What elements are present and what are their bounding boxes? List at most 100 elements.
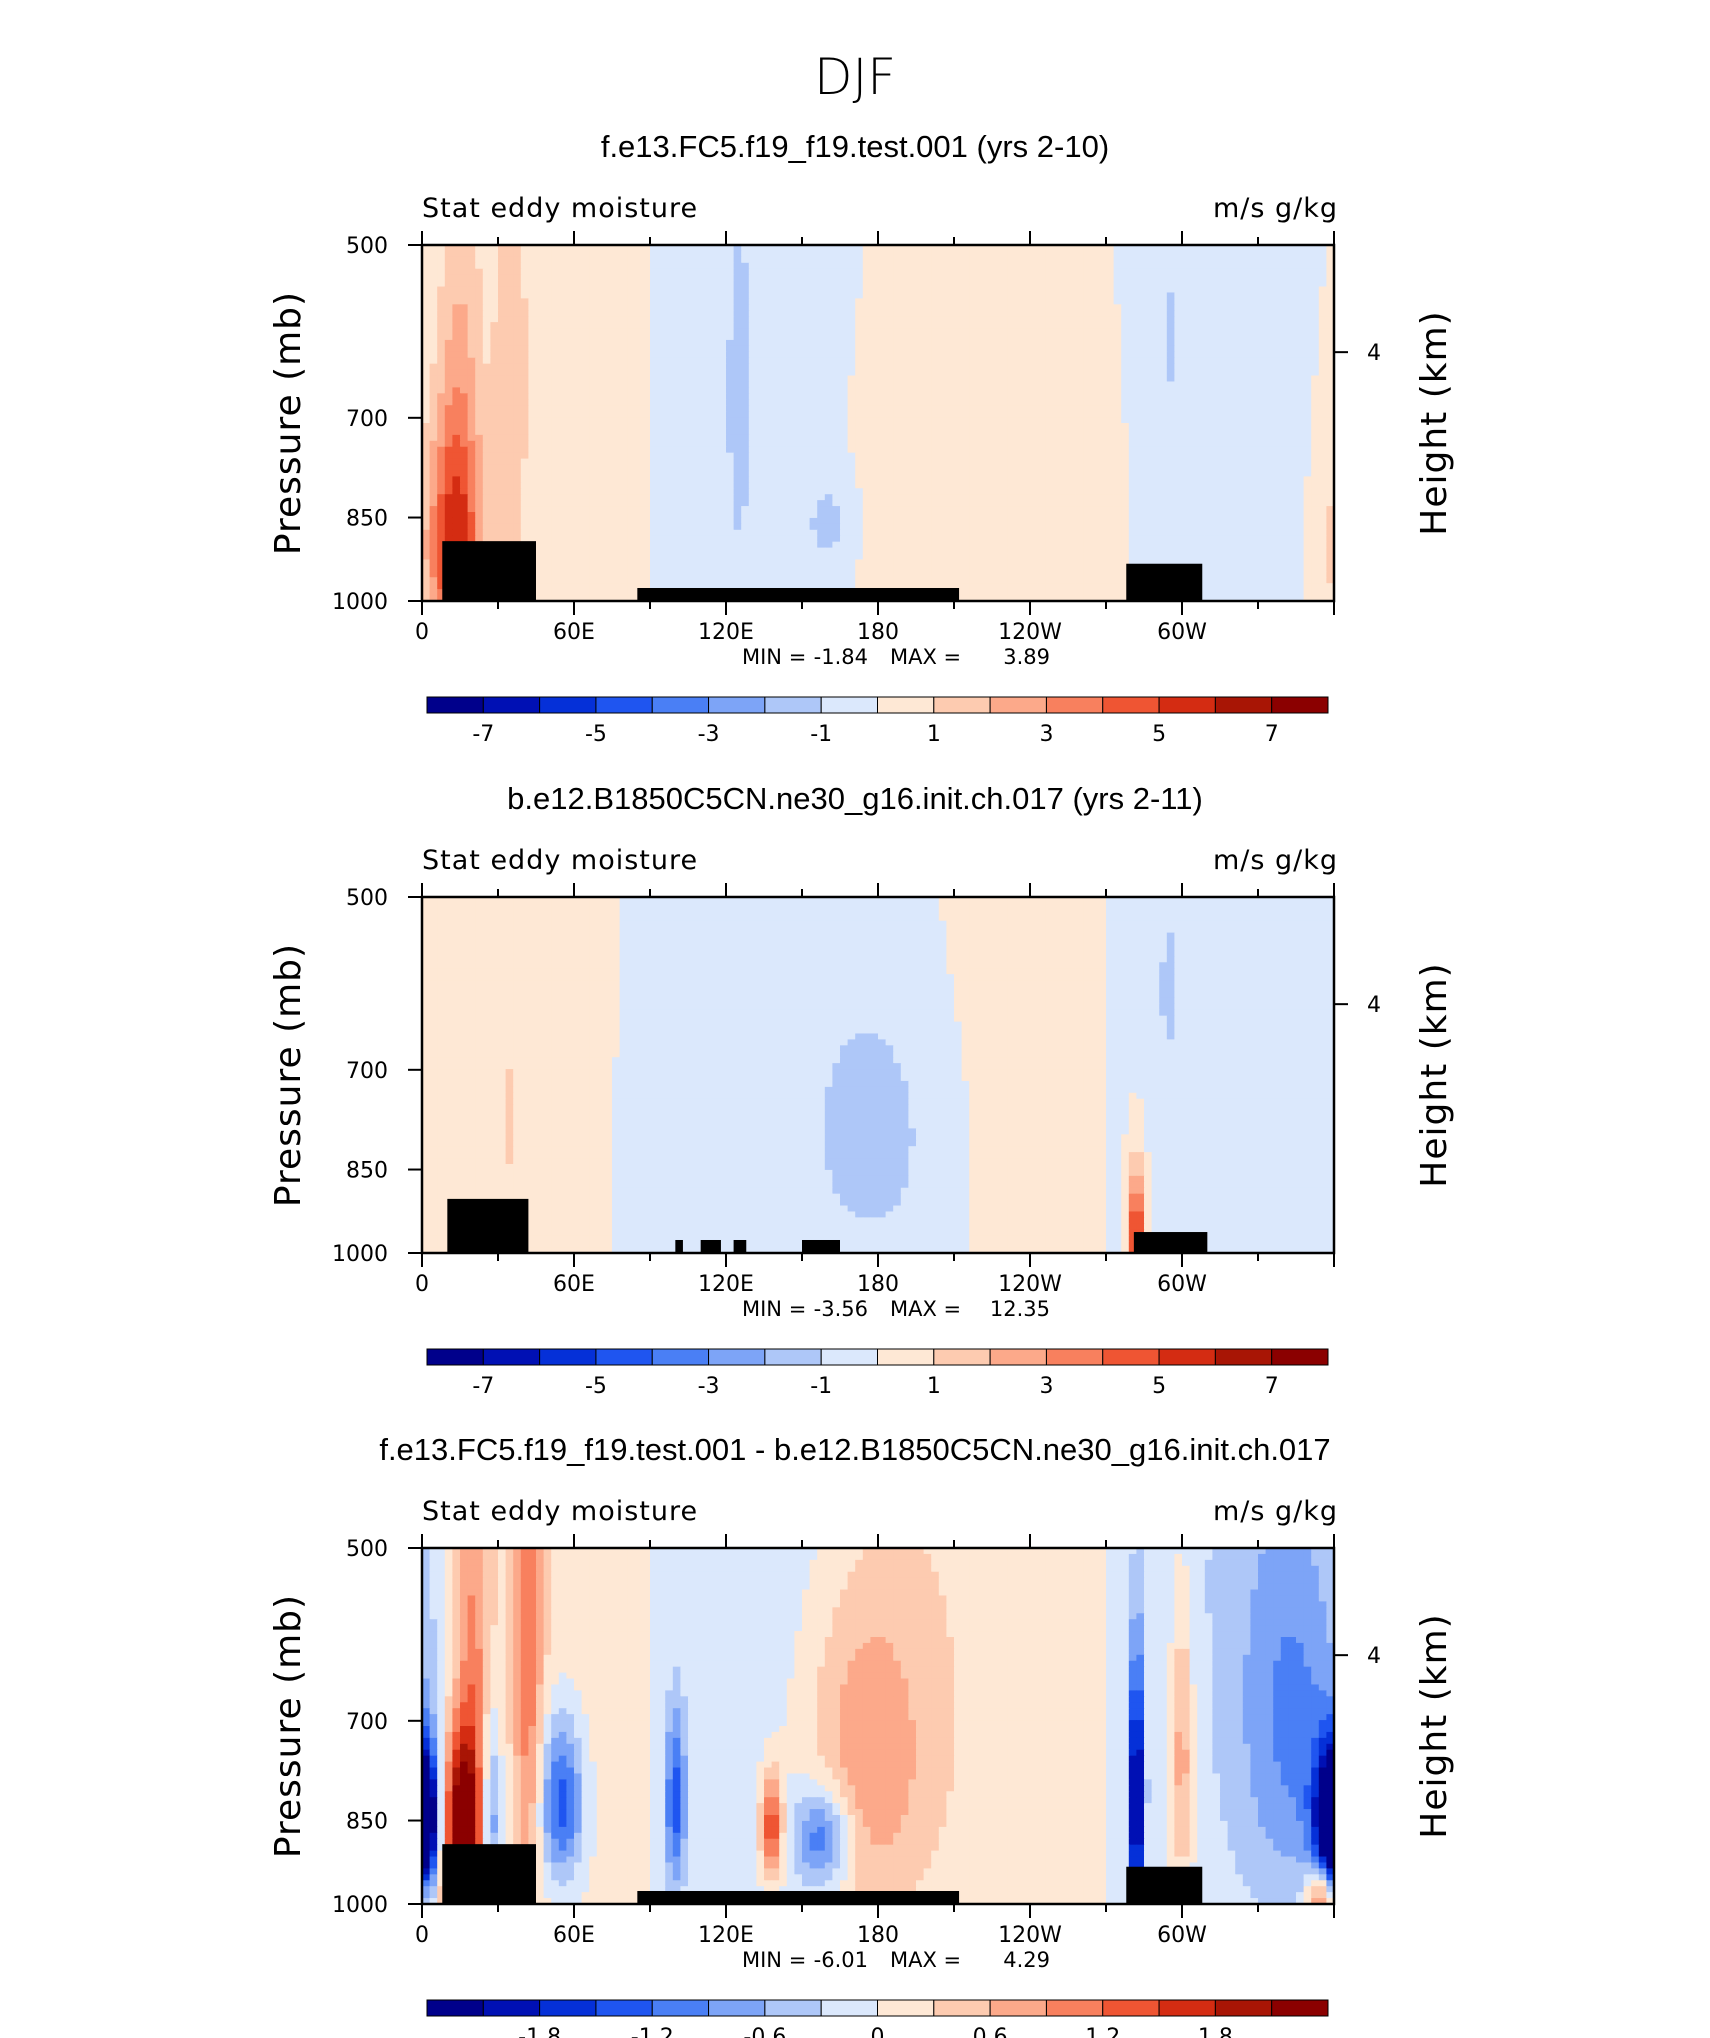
x-tick-label: 180 bbox=[857, 1272, 899, 1297]
y-tick-label: 500 bbox=[346, 1537, 388, 1562]
x-tick-label: 180 bbox=[857, 620, 899, 645]
colorbar-swatch bbox=[596, 1349, 652, 1365]
colorbar-swatch bbox=[878, 1349, 934, 1365]
colorbar-swatch bbox=[765, 1349, 821, 1365]
colorbar-swatch bbox=[821, 1349, 877, 1365]
colorbar-swatch bbox=[483, 697, 539, 713]
colorbar: -7 -5 -3 -1 1 3 5 7 bbox=[427, 1349, 1328, 1399]
colorbar: -1.8 -1.2 -0.6 0 0.6 1.2 1.8 bbox=[427, 2000, 1328, 2038]
colorbar-label: -1.8 bbox=[518, 2025, 561, 2038]
colorbar-swatch bbox=[540, 697, 596, 713]
x-tick-label: 60W bbox=[1157, 1923, 1207, 1948]
y-right-axis-label: Height (km) bbox=[1414, 310, 1455, 535]
units-label: m/s g/kg bbox=[1213, 845, 1338, 876]
y-right-axis-label: Height (km) bbox=[1414, 1613, 1455, 1838]
colorbar-swatch bbox=[1159, 1349, 1215, 1365]
topography-mask bbox=[701, 1240, 721, 1253]
colorbar-swatch bbox=[709, 2000, 765, 2016]
colorbar-label: -1.2 bbox=[631, 2025, 674, 2038]
colorbar-swatch bbox=[427, 2000, 483, 2016]
colorbar-label: 5 bbox=[1152, 722, 1166, 747]
x-tick-label: 60W bbox=[1157, 620, 1207, 645]
colorbar-swatch bbox=[652, 1349, 708, 1365]
colorbar: -7 -5 -3 -1 1 3 5 7 bbox=[427, 697, 1328, 747]
colorbar-label: -0.6 bbox=[743, 2025, 786, 2038]
y-tick-label: 1000 bbox=[332, 1242, 388, 1267]
colorbar-swatch bbox=[934, 2000, 990, 2016]
colorbar-swatch bbox=[1215, 697, 1271, 713]
units-label: m/s g/kg bbox=[1213, 193, 1338, 224]
y-tick-label: 850 bbox=[346, 1159, 388, 1184]
colorbar-label: 1.2 bbox=[1085, 2025, 1120, 2038]
topography-mask bbox=[802, 1240, 840, 1253]
y-tick-label: 500 bbox=[346, 886, 388, 911]
main-title: DJF bbox=[814, 48, 896, 106]
contour-field bbox=[422, 1548, 1335, 1905]
colorbar-swatch bbox=[934, 1349, 990, 1365]
colorbar-swatch bbox=[990, 1349, 1046, 1365]
colorbar-swatch bbox=[709, 697, 765, 713]
colorbar-label: 3 bbox=[1039, 1374, 1053, 1399]
colorbar-swatch bbox=[1046, 1349, 1102, 1365]
panel-title: b.e12.B1850C5CN.ne30_g16.init.ch.017 (yr… bbox=[507, 781, 1203, 816]
colorbar-swatch bbox=[1159, 697, 1215, 713]
topography-mask bbox=[1134, 1232, 1207, 1253]
min-label: MIN = bbox=[742, 645, 806, 669]
y-tick-label: 1000 bbox=[332, 1893, 388, 1918]
y-axis-label: Pressure (mb) bbox=[268, 943, 309, 1207]
colorbar-label: 1.8 bbox=[1198, 2025, 1233, 2038]
colorbar-label: 0 bbox=[871, 2025, 885, 2038]
panel-title: f.e13.FC5.f19_f19.test.001 (yrs 2-10) bbox=[601, 129, 1109, 164]
colorbar-swatch bbox=[427, 697, 483, 713]
colorbar-label: 1 bbox=[927, 1374, 941, 1399]
colorbar-swatch bbox=[1046, 2000, 1102, 2016]
colorbar-swatch bbox=[878, 2000, 934, 2016]
colorbar-swatch bbox=[990, 697, 1046, 713]
topography-mask bbox=[734, 1240, 747, 1253]
colorbar-swatch bbox=[652, 697, 708, 713]
y-right-tick-label: 4 bbox=[1367, 341, 1381, 366]
x-tick-label: 0 bbox=[415, 1923, 429, 1948]
topography-mask bbox=[675, 1240, 683, 1253]
colorbar-label: -1 bbox=[810, 1374, 832, 1399]
max-label: MAX = bbox=[890, 1948, 961, 1972]
colorbar-swatch bbox=[540, 2000, 596, 2016]
x-tick-label: 120W bbox=[998, 1923, 1062, 1948]
colorbar-swatch bbox=[1103, 697, 1159, 713]
colorbar-swatch bbox=[1215, 1349, 1271, 1365]
colorbar-label: -3 bbox=[698, 722, 720, 747]
colorbar-swatch bbox=[1272, 2000, 1328, 2016]
colorbar-swatch bbox=[709, 1349, 765, 1365]
colorbar-swatch bbox=[821, 2000, 877, 2016]
colorbar-swatch bbox=[652, 2000, 708, 2016]
panel-1: f.e13.FC5.f19_f19.test.001 (yrs 2-10)Sta… bbox=[268, 129, 1455, 747]
panel-2: b.e12.B1850C5CN.ne30_g16.init.ch.017 (yr… bbox=[268, 781, 1455, 1399]
colorbar-swatch bbox=[427, 1349, 483, 1365]
min-value: -3.56 bbox=[814, 1297, 868, 1321]
left-subtitle: Stat eddy moisture bbox=[422, 1496, 698, 1527]
topography-mask bbox=[1126, 564, 1202, 601]
colorbar-swatch bbox=[878, 697, 934, 713]
colorbar-label: 0.6 bbox=[973, 2025, 1008, 2038]
colorbar-label: 3 bbox=[1039, 722, 1053, 747]
contour-field bbox=[422, 245, 1335, 602]
y-right-tick-label: 4 bbox=[1367, 1644, 1381, 1669]
x-tick-label: 60W bbox=[1157, 1272, 1207, 1297]
topography-mask bbox=[637, 588, 959, 601]
colorbar-swatch bbox=[596, 697, 652, 713]
left-subtitle: Stat eddy moisture bbox=[422, 845, 698, 876]
max-value: 12.35 bbox=[990, 1297, 1050, 1321]
colorbar-swatch bbox=[1215, 2000, 1271, 2016]
x-tick-label: 120E bbox=[698, 1272, 754, 1297]
panel-3: f.e13.FC5.f19_f19.test.001 - b.e12.B1850… bbox=[268, 1432, 1455, 2038]
colorbar-swatch bbox=[596, 2000, 652, 2016]
min-label: MIN = bbox=[742, 1297, 806, 1321]
y-tick-label: 700 bbox=[346, 1059, 388, 1084]
y-tick-label: 850 bbox=[346, 1810, 388, 1835]
colorbar-label: 7 bbox=[1265, 722, 1279, 747]
colorbar-swatch bbox=[483, 1349, 539, 1365]
x-tick-label: 120W bbox=[998, 620, 1062, 645]
x-tick-label: 60E bbox=[553, 1272, 595, 1297]
topography-mask bbox=[1126, 1867, 1202, 1904]
